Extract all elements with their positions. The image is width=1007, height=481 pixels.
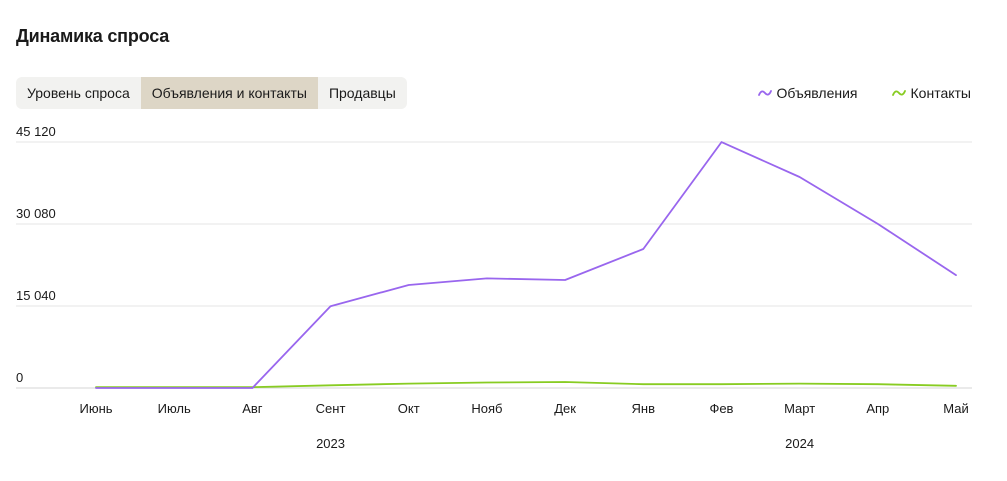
legend-label-ads: Объявления <box>776 85 858 101</box>
x-tick-label: Сент <box>316 401 346 416</box>
y-tick-label: 15 040 <box>16 288 56 303</box>
x-tick-label: Окт <box>398 401 420 416</box>
series-line-contacts <box>95 381 957 389</box>
chart-legend: Объявления Контакты <box>757 85 971 101</box>
y-tick-label: 0 <box>16 370 23 385</box>
page-title: Динамика спроса <box>16 26 170 46</box>
legend-item-ads[interactable]: Объявления <box>757 85 858 101</box>
x-tick-label: Авг <box>242 401 263 416</box>
x-tick-label: Апр <box>866 401 889 416</box>
x-tick-label: Март <box>784 401 815 416</box>
x-tick-label: Янв <box>632 401 656 416</box>
tab-ads-and-contacts[interactable]: Объявления и контакты <box>140 77 318 109</box>
x-tick-label: Июль <box>158 401 191 416</box>
tab-demand-level[interactable]: Уровень спроса <box>27 85 130 101</box>
legend-line-icon-ads <box>757 90 772 96</box>
view-tabs: Уровень спроса Объявления и контакты Про… <box>16 77 407 109</box>
x-tick-label: Нояб <box>471 401 502 416</box>
series-line-ads <box>95 141 957 389</box>
y-tick-label: 45 120 <box>16 124 56 139</box>
tab-sellers[interactable]: Продавцы <box>328 85 396 101</box>
x-tick-label: Дек <box>554 401 576 416</box>
year-label: 2024 <box>785 436 814 451</box>
legend-label-contacts: Контакты <box>910 85 971 101</box>
year-label: 2023 <box>316 436 345 451</box>
x-tick-label: Июнь <box>79 401 112 416</box>
legend-line-icon-contacts <box>891 90 906 96</box>
x-tick-label: Май <box>943 401 968 416</box>
x-tick-label: Фев <box>709 401 733 416</box>
y-tick-label: 30 080 <box>16 206 56 221</box>
legend-item-contacts[interactable]: Контакты <box>891 85 971 101</box>
